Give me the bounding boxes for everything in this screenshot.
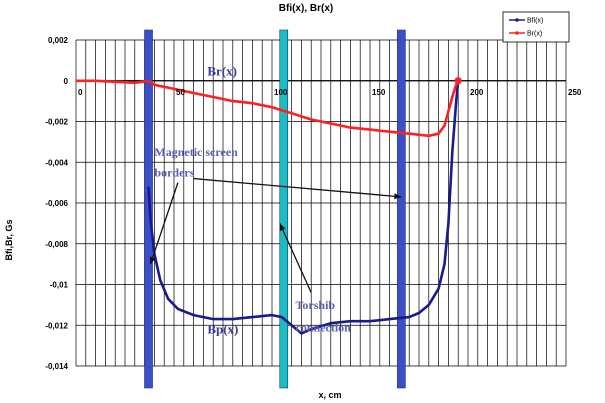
y-tick-label: -0,006	[45, 199, 68, 208]
annotation-arrowhead	[394, 193, 402, 200]
x-tick-label: 200	[470, 88, 484, 97]
series-line-0	[147, 80, 460, 335]
grid	[75, 39, 567, 367]
series-lines	[76, 77, 462, 335]
annotations: Br(x) Magnetic screen borders Torshib connec…	[149, 64, 402, 336]
annotation-label: Bp(x)	[207, 321, 238, 336]
y-tick-label: -0,01	[50, 281, 69, 290]
legend-box	[502, 11, 570, 43]
annotation-label: borders	[154, 166, 194, 180]
legend-marker-bfi	[515, 18, 519, 22]
annotation-arrow	[193, 177, 402, 198]
annotation-label: Magnetic screen	[154, 145, 238, 159]
y-tick-label: -0,004	[45, 158, 68, 167]
y-tick-label: 0	[64, 77, 69, 86]
annotation-label: connection	[296, 320, 352, 334]
x-tick-label: 50	[176, 88, 185, 97]
vertical-bar-1	[279, 29, 289, 389]
annotation-arrow	[149, 182, 179, 265]
legend: Bfi(x) Br(x)	[502, 11, 570, 43]
y-axis-label: Bfi,Br, Gs	[4, 219, 14, 260]
annotation-arrowhead	[279, 223, 286, 231]
x-tick-label: 150	[372, 88, 386, 97]
legend-label-br: Br(x)	[527, 31, 542, 38]
series-line-1	[76, 79, 460, 138]
annotation-arrowhead	[149, 256, 156, 265]
x-tick-label: 100	[274, 88, 288, 97]
annotation-label: Torshib	[296, 298, 336, 312]
y-tick-label: -0,002	[45, 118, 68, 127]
annotation-label: Br(x)	[207, 64, 237, 79]
x-tick-label: 0	[78, 88, 83, 97]
tick-labels: 0 50 100 150 200 250 0,002 0 -0,002 -0,004 -0,006 -…	[45, 36, 582, 371]
y-tick-label: -0,008	[45, 240, 68, 249]
chart-title: Bfi(x), Br(x)	[279, 3, 333, 14]
x-tick-label: 250	[568, 88, 582, 97]
legend-marker-br	[515, 31, 519, 35]
y-tick-label: -0,014	[45, 362, 68, 371]
x-axis-label: x, cm	[318, 390, 341, 400]
legend-label-bfi: Bfi(x)	[527, 18, 543, 25]
annotation-arrow	[279, 223, 312, 293]
vertical-bar-2	[397, 29, 406, 389]
series-endpoint-1	[454, 77, 462, 85]
vertical-bars	[144, 29, 406, 389]
vertical-bar-0	[144, 29, 153, 389]
y-tick-label: -0,012	[45, 321, 68, 330]
y-tick-label: 0,002	[48, 36, 69, 45]
